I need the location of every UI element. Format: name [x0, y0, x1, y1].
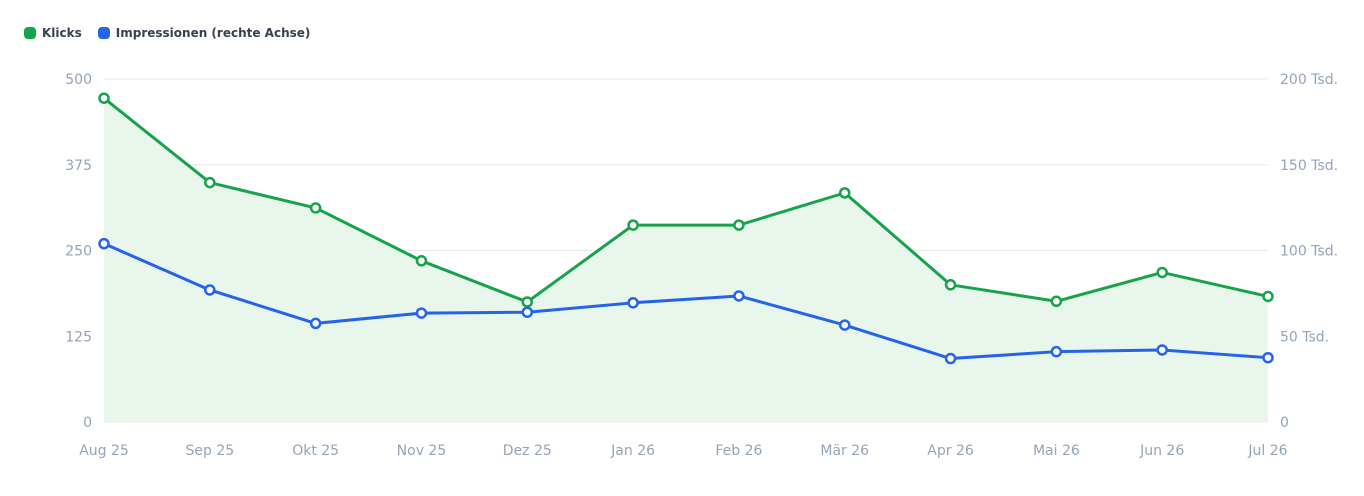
legend-swatch-impressionen	[97, 27, 110, 39]
data-point-1	[627, 297, 639, 309]
data-point-1	[204, 284, 216, 296]
data-point-0	[98, 92, 110, 104]
x-tick-label: Okt 25	[292, 443, 339, 459]
data-point-0	[521, 296, 534, 308]
data-point-0	[415, 255, 428, 267]
x-tick-label: Dez 25	[503, 443, 552, 459]
data-point-1	[521, 306, 534, 318]
x-tick-label: Apr 26	[927, 443, 974, 459]
series-line-0	[102, 96, 1270, 304]
series-line-1	[102, 242, 1270, 361]
data-point-0	[309, 202, 322, 214]
x-tick-label: Sep 25	[185, 443, 234, 459]
legend-label-impressionen: Impressionen (rechte Achse)	[115, 26, 311, 40]
data-point-1	[1262, 351, 1274, 364]
data-point-0	[1050, 295, 1063, 308]
right-tick-label: 0	[1280, 415, 1289, 431]
x-tick-label: Mär 26	[820, 443, 869, 459]
x-tick-label: Aug 25	[79, 443, 129, 459]
x-tick-label: Jan 26	[610, 443, 655, 459]
data-point-0	[733, 219, 745, 231]
right-tick-label: 100 Tsd.	[1280, 244, 1338, 260]
data-point-1	[1156, 344, 1168, 356]
right-tick-label: 50 Tsd.	[1280, 329, 1329, 345]
right-axis-ticks: 0 50 Tsd. 100 Tsd. 150 Tsd. 200 Tsd.	[1280, 72, 1338, 431]
x-tick-label: Mai 26	[1033, 443, 1080, 459]
x-tick-label: Nov 25	[397, 443, 447, 459]
data-point-1	[733, 290, 745, 302]
x-tick-label: Jun 26	[1139, 443, 1184, 459]
data-point-0	[204, 176, 216, 189]
legend-item-impressionen[interactable]: Impressionen (rechte Achse)	[97, 26, 311, 40]
data-point-0	[627, 219, 639, 231]
left-tick-label: 0	[83, 415, 92, 431]
left-axis-ticks: 0 125 250 375 500	[65, 72, 92, 431]
data-point-0	[838, 187, 851, 199]
data-point-1	[309, 317, 322, 330]
legend-label-klicks: Klicks	[42, 26, 82, 40]
left-tick-label: 125	[65, 329, 92, 345]
data-point-0	[944, 279, 957, 291]
x-axis-ticks: Aug 25 Sep 25 Okt 25 Nov 25 Dez 25 Jan 26 Feb …	[79, 443, 1287, 459]
data-point-0	[1156, 266, 1168, 279]
left-tick-label: 500	[65, 72, 92, 88]
series-layer	[98, 92, 1274, 422]
data-point-1	[838, 319, 851, 331]
x-tick-label: Feb 26	[715, 443, 762, 459]
x-tick-label: Jul 26	[1247, 443, 1287, 459]
left-tick-label: 375	[65, 158, 92, 174]
left-tick-label: 250	[65, 244, 92, 260]
data-point-1	[1050, 345, 1063, 358]
right-tick-label: 150 Tsd.	[1280, 158, 1338, 174]
legend: Klicks Impressionen (rechte Achse)	[24, 26, 310, 40]
data-point-0	[1262, 290, 1274, 303]
legend-item-klicks[interactable]: Klicks	[24, 26, 82, 40]
data-point-1	[98, 237, 110, 250]
data-point-1	[944, 352, 957, 365]
right-tick-label: 200 Tsd.	[1280, 72, 1338, 88]
legend-swatch-klicks	[24, 27, 36, 39]
series-area-0	[104, 98, 1268, 422]
data-point-1	[415, 307, 428, 319]
